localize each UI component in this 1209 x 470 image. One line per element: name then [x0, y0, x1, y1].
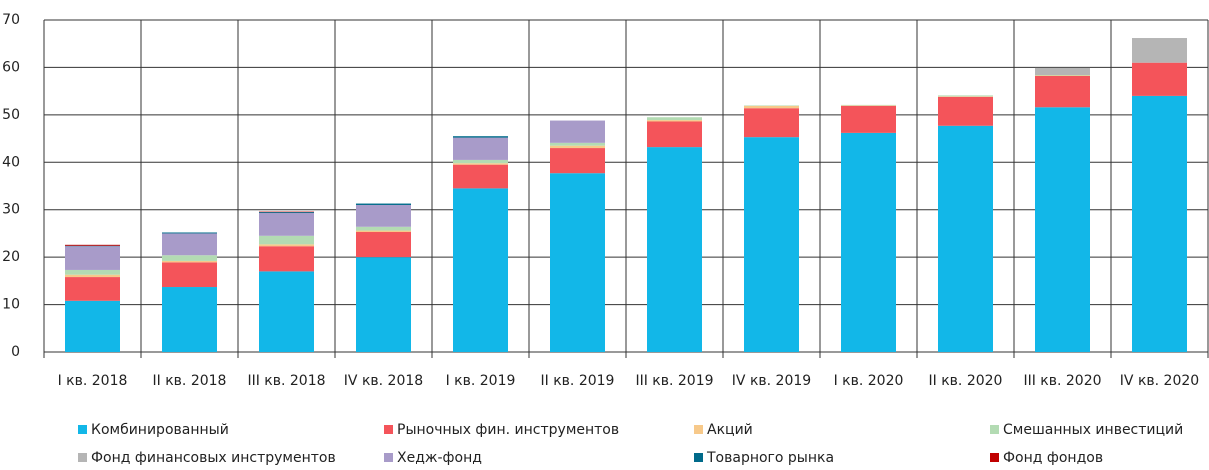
x-tick-label: I кв. 2018: [58, 373, 128, 389]
bar-segment: [162, 232, 217, 233]
bar-segment: [162, 255, 217, 261]
bar-segment: [647, 120, 702, 121]
bar-segment: [162, 261, 217, 262]
bar-segment: [841, 133, 896, 352]
y-tick-label: 60: [2, 59, 20, 75]
bar-segment: [744, 137, 799, 352]
y-tick-label: 40: [2, 154, 20, 170]
y-tick-label: 0: [11, 344, 20, 360]
y-tick-label: 50: [2, 107, 20, 123]
y-tick-label: 30: [2, 202, 20, 218]
bar-segment: [1132, 38, 1187, 63]
x-tick-label: I кв. 2020: [834, 373, 904, 389]
x-tick-label: II кв. 2019: [541, 373, 615, 389]
bar-segment: [647, 117, 702, 120]
bar-segment: [356, 257, 411, 352]
bar-segment: [162, 233, 217, 255]
x-tick-label: III кв. 2020: [1023, 373, 1101, 389]
legend-label: Акций: [707, 422, 753, 438]
bar-segment: [356, 204, 411, 205]
bar-segment: [259, 213, 314, 236]
x-tick-label: III кв. 2019: [635, 373, 713, 389]
bar-segment: [744, 106, 799, 108]
bar-segment: [938, 97, 993, 126]
bar-segment: [65, 277, 120, 301]
legend-label: Фонд фондов: [1003, 450, 1103, 466]
bar-segment: [162, 287, 217, 352]
bar-segment: [841, 106, 896, 133]
x-tick-label: IV кв. 2018: [344, 373, 423, 389]
legend-swatch: [384, 453, 393, 462]
x-tick-label: I кв. 2019: [446, 373, 516, 389]
x-tick-label: III кв. 2018: [247, 373, 325, 389]
bar-segment: [550, 148, 605, 173]
bar-segment: [356, 231, 411, 232]
x-tick-label: II кв. 2020: [929, 373, 1003, 389]
bar-segment: [453, 163, 508, 164]
x-tick-label: IV кв. 2019: [732, 373, 811, 389]
legend-swatch: [694, 425, 703, 434]
bar-segment: [550, 173, 605, 352]
bar-segment: [1035, 68, 1090, 75]
legend-label: Фонд финансовых инструментов: [91, 450, 336, 466]
bar-segment: [65, 245, 120, 246]
legend-swatch: [990, 425, 999, 434]
bar-segment: [356, 205, 411, 227]
bar-segment: [259, 212, 314, 213]
bar-segment: [744, 108, 799, 137]
y-tick-label: 10: [2, 297, 20, 313]
bar-segment: [453, 188, 508, 352]
bar-segment: [356, 232, 411, 257]
x-tick-label: IV кв. 2020: [1120, 373, 1199, 389]
bar-segment: [1132, 63, 1187, 96]
legend-label: Хедж-фонд: [397, 450, 482, 466]
bar-segment: [356, 227, 411, 231]
bar-segment: [259, 236, 314, 245]
bar-segment: [259, 271, 314, 352]
bar-segment: [550, 143, 605, 146]
bar-segment: [938, 126, 993, 352]
bar-segment: [259, 244, 314, 246]
bar-segment: [647, 121, 702, 147]
bar-segment: [65, 246, 120, 270]
bar-segment: [1035, 107, 1090, 352]
legend-swatch: [384, 425, 393, 434]
legend-label: Рыночных фин. инструментов: [397, 422, 619, 438]
bar-segment: [647, 147, 702, 352]
bar-segment: [162, 262, 217, 287]
x-tick-label: II кв. 2018: [153, 373, 227, 389]
bar-segment: [453, 160, 508, 163]
y-tick-label: 70: [2, 12, 20, 28]
bar-segment: [65, 301, 120, 352]
legend-swatch: [78, 453, 87, 462]
legend-label: Комбинированный: [91, 422, 229, 438]
bar-segment: [453, 165, 508, 189]
bar-segment: [550, 146, 605, 148]
bar-segment: [453, 138, 508, 160]
legend-swatch: [78, 425, 87, 434]
legend-swatch: [694, 453, 703, 462]
bar-segment: [65, 275, 120, 277]
bar-segment: [1035, 76, 1090, 107]
bar-segment: [938, 95, 993, 96]
legend-label: Товарного рынка: [706, 450, 834, 466]
bar-segment: [65, 270, 120, 275]
legend-swatch: [990, 453, 999, 462]
bar-segment: [550, 121, 605, 143]
bar-segment: [259, 246, 314, 271]
legend-label: Смешанных инвестиций: [1003, 422, 1183, 438]
bar-segment: [453, 136, 508, 137]
bar-segment: [1132, 96, 1187, 352]
y-tick-label: 20: [2, 249, 20, 265]
